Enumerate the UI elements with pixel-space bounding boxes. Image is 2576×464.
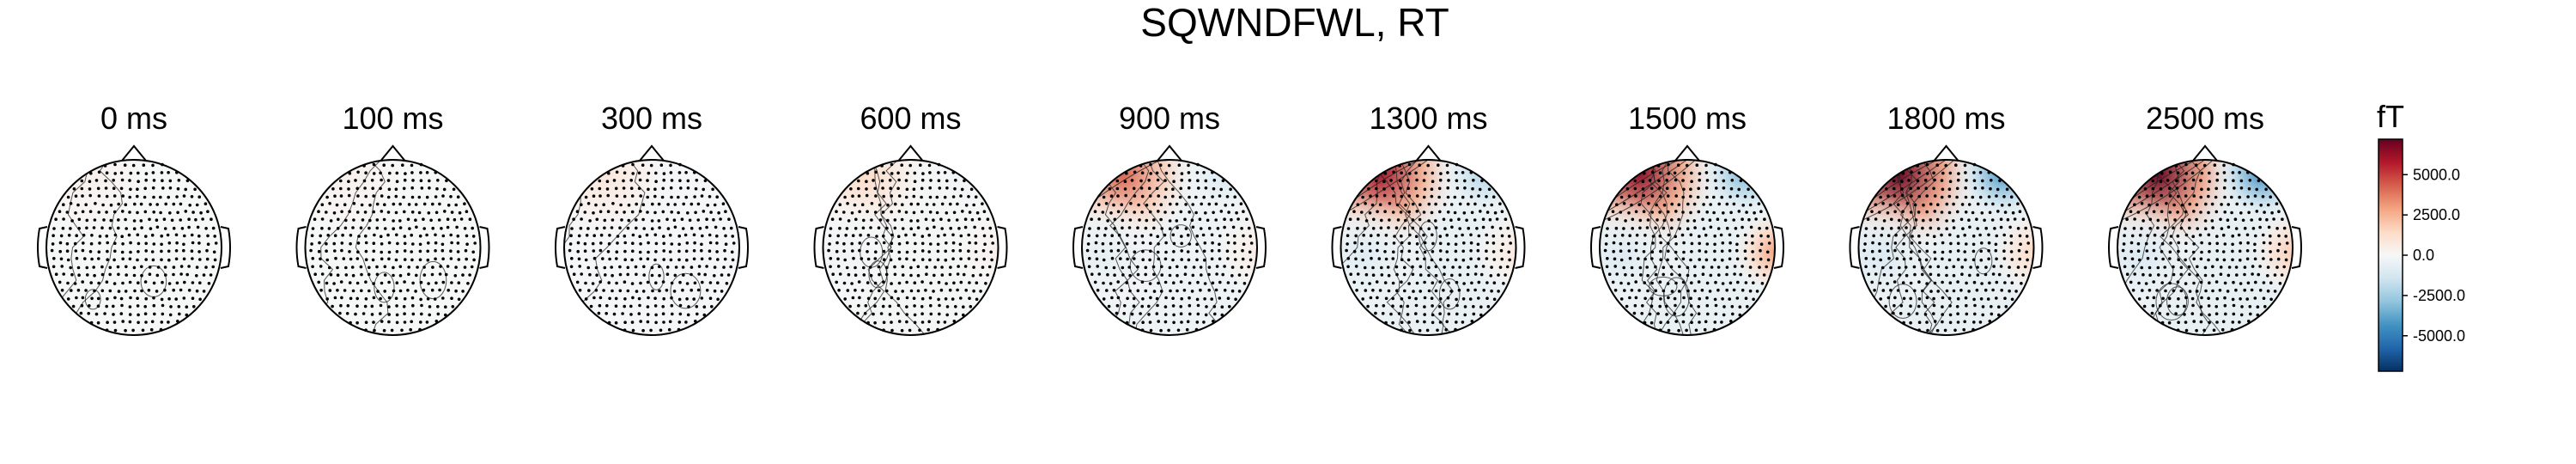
topomap-panel: 600 ms (813, 101, 1008, 336)
right-ear (738, 226, 749, 269)
head-outline (1340, 159, 1517, 336)
left-ear (813, 226, 824, 269)
nose-marker (1674, 144, 1700, 162)
sensor-dots (1085, 162, 1254, 333)
head-outline (822, 159, 999, 336)
nose-marker (1415, 144, 1442, 162)
topomap-panels: 0 ms 100 ms 300 ms 600 ms 900 ms 1300 ms 1500 … (37, 101, 2302, 336)
panel-time-label: 900 ms (1119, 101, 1220, 136)
head-outline (1081, 159, 1258, 336)
head-outline (1599, 159, 1776, 336)
colorbar-tick-label: 5000.0 (2413, 166, 2460, 183)
sensor-dots (568, 162, 736, 333)
left-ear (1072, 226, 1084, 269)
nose-marker (897, 144, 924, 162)
nose-marker (1157, 144, 1182, 162)
field-map (823, 160, 999, 335)
head-outline (1857, 159, 2035, 336)
topomap-panel: 300 ms (555, 101, 749, 336)
head-outline (304, 159, 482, 336)
panel-time-label: 300 ms (601, 101, 702, 136)
panel-time-label: 0 ms (100, 101, 167, 136)
panel-time-label: 600 ms (860, 101, 961, 136)
nose-marker (2192, 144, 2218, 162)
nose-marker (121, 144, 147, 162)
head-outline (46, 159, 222, 336)
left-ear (1331, 226, 1342, 269)
right-ear (479, 226, 490, 269)
colorbar: fT 5000.0 2500.0 0.0 -2500.0 -5000.0 (2377, 99, 2465, 372)
topomap-panel: 2500 ms (2108, 101, 2302, 336)
nose-marker (639, 144, 665, 162)
right-ear (1773, 226, 1784, 269)
right-ear (2032, 226, 2044, 269)
sensor-dots (1603, 162, 1771, 333)
sensor-dots (309, 162, 477, 333)
colorbar-bar (2378, 138, 2403, 372)
nose-marker (380, 144, 406, 162)
left-ear (555, 226, 566, 269)
topomap-panel: 900 ms (1072, 101, 1267, 336)
colorbar-tick-label: 2500.0 (2413, 206, 2460, 223)
panel-time-label: 2500 ms (2146, 101, 2264, 136)
colorbar-tick-label: -5000.0 (2413, 327, 2465, 345)
right-ear (997, 226, 1008, 269)
topomap-panel: 100 ms (295, 101, 490, 336)
right-ear (1515, 226, 1526, 269)
nose-marker (1933, 144, 1959, 162)
colorbar-unit-label: fT (2377, 99, 2404, 134)
right-ear (220, 226, 231, 269)
head-outline (563, 159, 740, 336)
panel-time-label: 1500 ms (1628, 101, 1747, 136)
sensor-dots (827, 162, 994, 333)
colorbar-tick-label: -2500.0 (2413, 287, 2465, 304)
panel-time-label: 1300 ms (1369, 101, 1487, 136)
figure-title: SQWNDFWL, RT (1140, 0, 1449, 45)
left-ear (1849, 226, 1860, 269)
head-outline (2117, 159, 2293, 336)
panel-time-label: 100 ms (342, 101, 443, 136)
left-ear (1590, 226, 1601, 269)
sensor-dots (50, 162, 218, 333)
panel-time-label: 1800 ms (1886, 101, 2005, 136)
topomap-panel: 0 ms (37, 101, 231, 336)
topomap-panel: 1300 ms (1331, 101, 1526, 336)
left-ear (295, 226, 307, 269)
field-map (46, 160, 222, 335)
left-ear (37, 226, 48, 269)
colorbar-tick-label: 0.0 (2413, 247, 2434, 264)
sensor-dots (1345, 162, 1512, 333)
right-ear (1255, 226, 1267, 269)
topomap-panel: 1800 ms (1849, 101, 2044, 336)
right-ear (2291, 226, 2302, 269)
sensor-dots (2121, 162, 2289, 333)
left-ear (2108, 226, 2119, 269)
contour-lines (2120, 160, 2223, 335)
sensor-dots (1862, 162, 2030, 333)
topomap-panel: 1500 ms (1590, 101, 1784, 336)
